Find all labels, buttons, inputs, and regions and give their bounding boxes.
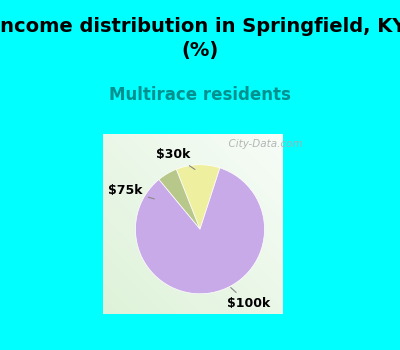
Text: Multirace residents: Multirace residents <box>109 86 291 104</box>
Text: $75k: $75k <box>108 184 154 199</box>
Text: City-Data.com: City-Data.com <box>222 139 303 149</box>
Text: $100k: $100k <box>227 288 270 310</box>
Text: Income distribution in Springfield, KY
(%): Income distribution in Springfield, KY (… <box>0 17 400 60</box>
Wedge shape <box>136 168 264 294</box>
Text: $30k: $30k <box>156 148 195 169</box>
Wedge shape <box>176 165 220 229</box>
Wedge shape <box>159 169 200 229</box>
